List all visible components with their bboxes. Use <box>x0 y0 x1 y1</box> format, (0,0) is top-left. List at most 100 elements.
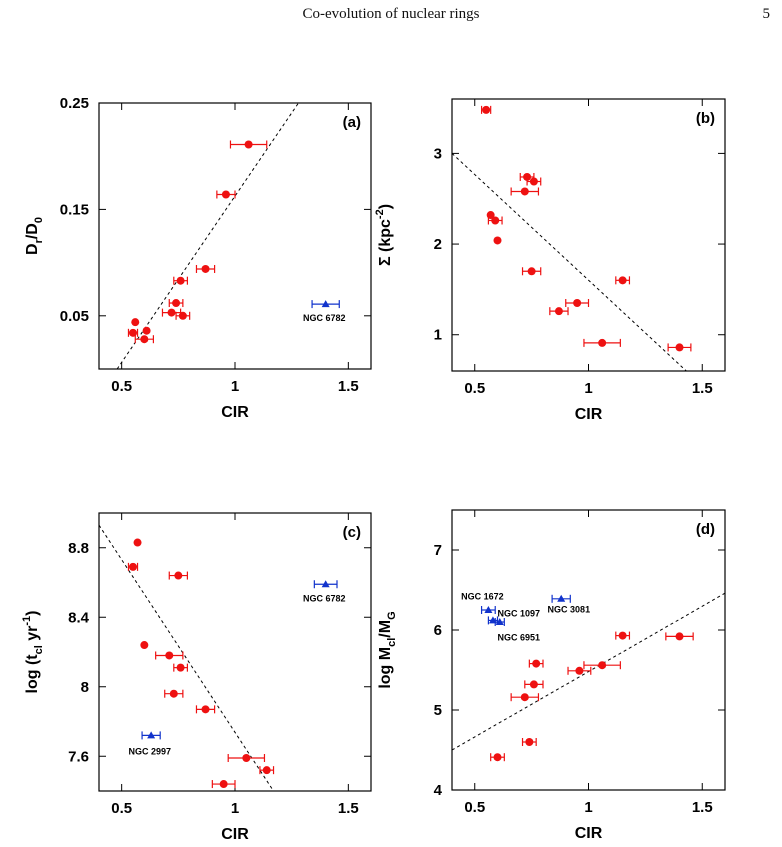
y-tick-label-c: 8.8 <box>68 540 89 557</box>
data-point-c <box>165 651 174 660</box>
y-axis-label-a-text-sub2: 0 <box>33 217 45 223</box>
y-tick-label-d: 4 <box>434 782 443 799</box>
outlier-label-d: NGC 6951 <box>498 632 541 642</box>
outlier-label-c: NGC 6782 <box>303 594 346 604</box>
y-axis-label-b-text-tail: ) <box>377 204 394 209</box>
panel-d: 0.5 1 1.5 4 5 6 7 CIR log Mcl/MG (d) NGC 1672 NGC 1… <box>377 509 726 842</box>
outlier-label-d: NGC 1672 <box>461 592 504 602</box>
outlier-label-c: NGC 2997 <box>128 747 171 757</box>
data-point-b <box>675 343 684 352</box>
data-point-d <box>493 753 502 762</box>
data-point-c <box>169 689 178 698</box>
data-point-c <box>133 538 142 547</box>
x-tick-label-b: 1 <box>584 380 592 397</box>
data-point-a <box>221 190 230 199</box>
y-axis-label-c-text-tail: ) <box>24 611 41 616</box>
data-point-c <box>262 766 271 775</box>
y-axis-label-c-text-mid: yr <box>24 626 41 646</box>
data-point-d <box>675 632 684 641</box>
y-axis-label-d: log Mcl/MG <box>377 611 398 688</box>
x-tick-label-a: 1.5 <box>338 378 359 395</box>
fit-line-b <box>452 153 687 371</box>
y-tick-label-b: 3 <box>434 145 442 162</box>
data-point-b <box>527 267 536 276</box>
y-tick-label-a: 0.15 <box>60 201 89 218</box>
data-point-a <box>172 299 181 308</box>
panel-b: 0.5 1 1.5 1 2 3 CIR Σ (kpc-2) (b) <box>374 98 726 423</box>
data-point-b <box>573 299 582 307</box>
panel-c: 0.5 1 1.5 7.6 8 8.4 8.8 CIR log (tcl yr-1) (c) NGC… <box>21 512 372 843</box>
data-point-b <box>554 307 563 316</box>
data-point-b <box>493 236 502 245</box>
y-axis-label-b: Σ (kpc-2) <box>374 204 394 266</box>
y-axis-label-d-text-sub2: G <box>386 611 398 620</box>
data-point-b <box>523 172 532 181</box>
x-tick-label-d: 1 <box>584 799 592 816</box>
x-axis-label-c: CIR <box>221 826 249 843</box>
data-point-c <box>219 780 228 789</box>
fit-line-c <box>99 524 274 791</box>
data-point-d <box>618 631 627 640</box>
y-axis-label-a: Dr/D0 <box>24 217 45 255</box>
y-axis-label-a-text-sub1: r <box>33 238 45 243</box>
data-point-b <box>482 105 491 114</box>
data-point-d <box>598 661 607 670</box>
data-point-d <box>520 693 529 702</box>
plot-frame-a <box>98 102 372 370</box>
y-tick-label-d: 7 <box>434 542 442 559</box>
page-number: 5 <box>762 6 771 22</box>
y-tick-label-c: 8.4 <box>68 609 90 626</box>
panel-label-d: (d) <box>696 521 715 538</box>
x-tick-label-d: 0.5 <box>464 799 485 816</box>
outlier-point-d <box>484 606 493 613</box>
y-axis-label-c-text-sup: -1 <box>21 616 33 626</box>
y-axis-label-c-text-main: log (t <box>24 654 41 694</box>
data-point-a <box>176 276 185 285</box>
outlier-label-d: NGC 3081 <box>548 604 591 614</box>
x-tick-label-b: 1.5 <box>692 380 713 397</box>
x-tick-label-d: 1.5 <box>692 799 713 816</box>
data-point-a <box>129 328 137 337</box>
data-point-c <box>201 705 210 714</box>
outlier-label-d: NGC 1097 <box>498 608 541 618</box>
panel-label-c: (c) <box>343 524 361 541</box>
data-point-a <box>167 308 176 317</box>
data-point-c <box>174 571 183 580</box>
data-point-a <box>201 264 210 273</box>
plot-frame-d <box>451 509 726 791</box>
data-point-c <box>176 663 185 672</box>
data-point-d <box>525 738 534 746</box>
y-tick-label-b: 2 <box>434 236 442 253</box>
y-axis-label-a-text: Dr/D0 <box>24 217 45 255</box>
data-point-c <box>140 641 149 650</box>
y-axis-label-a-text-main: D <box>24 243 41 255</box>
data-point-a <box>131 318 140 327</box>
x-tick-label-a: 0.5 <box>111 378 132 395</box>
outlier-point-c <box>321 580 330 588</box>
x-tick-label-a: 1 <box>231 378 239 395</box>
y-axis-label-b-text-main: Σ (kpc <box>377 219 394 266</box>
data-point-d <box>575 666 584 675</box>
y-axis-label-d-text-main: log M <box>377 647 394 689</box>
data-point-b <box>520 187 529 196</box>
data-point-b <box>598 338 607 347</box>
x-tick-label-c: 1.5 <box>338 800 359 817</box>
y-axis-label-c: log (tcl yr-1) <box>21 611 45 694</box>
y-axis-label-b-text-sup: -2 <box>374 209 386 219</box>
data-point-c <box>129 562 137 571</box>
outlier-point-d <box>495 618 504 625</box>
x-tick-label-b: 0.5 <box>464 380 485 397</box>
panel-label-a: (a) <box>343 114 361 131</box>
outlier-point-a <box>321 300 330 308</box>
data-point-a <box>244 140 253 149</box>
y-axis-label-c-text: log (tcl yr-1) <box>21 611 45 694</box>
data-point-b <box>618 276 627 285</box>
outlier-label-a: NGC 6782 <box>303 313 346 323</box>
panel-label-b: (b) <box>696 110 715 127</box>
y-axis-label-d-text-mid: /M <box>377 620 394 638</box>
y-tick-label-a: 0.25 <box>60 95 89 112</box>
y-tick-label-c: 8 <box>81 679 89 696</box>
data-point-a <box>140 335 149 344</box>
y-axis-label-d-text-sub1: cl <box>386 638 398 647</box>
data-point-b <box>529 177 538 186</box>
